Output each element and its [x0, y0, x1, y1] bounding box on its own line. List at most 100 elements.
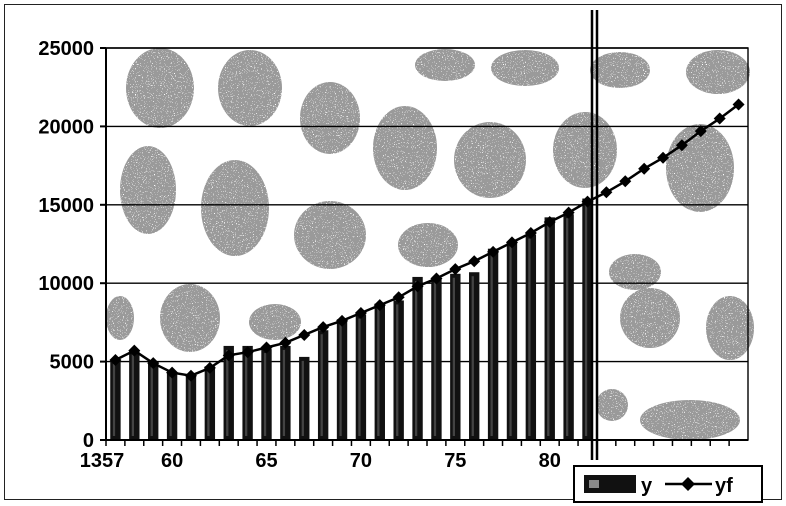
- bar-y: [148, 363, 159, 440]
- background-blotch: [686, 50, 750, 94]
- point-yf: [411, 280, 424, 293]
- background-blotch: [201, 160, 269, 256]
- point-yf: [222, 349, 235, 362]
- bar-y: [261, 349, 272, 440]
- background-blotch: [706, 296, 754, 360]
- bar-y: [393, 300, 404, 440]
- bar-y: [582, 198, 593, 440]
- y-tick-label: 5000: [50, 352, 95, 374]
- point-yf: [317, 321, 330, 334]
- point-yf: [241, 346, 254, 359]
- background-blotch: [294, 201, 366, 269]
- bar-y: [563, 214, 574, 440]
- chart-frame: [4, 4, 782, 500]
- bar-y-highlight: [282, 349, 286, 436]
- background-blotch: [106, 296, 134, 340]
- bar-y-highlight: [112, 364, 116, 436]
- bar-y: [525, 234, 537, 440]
- bar-y: [280, 345, 291, 440]
- background-blotch: [415, 49, 475, 81]
- bar-y: [129, 350, 140, 440]
- y-tick-label: 10000: [38, 273, 94, 295]
- legend-label-yf: yf: [715, 475, 733, 497]
- bar-y: [110, 360, 121, 440]
- y-tick-label: 0: [83, 430, 94, 452]
- background-blotch: [640, 400, 740, 440]
- bar-y: [317, 330, 329, 440]
- point-yf: [505, 236, 518, 249]
- background-blotch: [553, 112, 617, 188]
- point-yf: [543, 216, 556, 229]
- legend: y yf: [573, 465, 763, 503]
- bar-y-highlight: [150, 367, 153, 436]
- bar-y: [450, 273, 461, 440]
- point-yf: [166, 366, 179, 379]
- bar-y-highlight: [471, 276, 474, 436]
- point-yf: [619, 175, 632, 188]
- x-tick-label: 60: [161, 450, 183, 472]
- background-blotch: [666, 124, 734, 212]
- background-blotch: [454, 122, 526, 198]
- point-yf: [675, 139, 688, 152]
- point-yf: [638, 162, 651, 175]
- background-blotch: [596, 389, 628, 421]
- bar-y-highlight: [358, 318, 361, 436]
- bar-y-highlight: [566, 218, 569, 436]
- y-axis-tick-labels: 0 5000 10000 15000 20000 25000: [38, 38, 94, 452]
- background-blotch: [398, 223, 458, 267]
- x-tick-label: 1357: [80, 450, 125, 472]
- bar-y-highlight: [584, 202, 588, 436]
- bar-y-highlight: [226, 349, 229, 436]
- line-series-yf: [109, 98, 745, 382]
- bar-y: [469, 272, 480, 440]
- point-yf: [279, 336, 292, 349]
- background-blotch: [491, 50, 559, 86]
- bar-y-highlight: [245, 349, 248, 436]
- point-yf: [203, 361, 216, 374]
- point-yf: [524, 227, 537, 240]
- bar-y-highlight: [301, 360, 304, 436]
- y-tick-label: 15000: [38, 195, 94, 217]
- bar-y-highlight: [528, 238, 531, 436]
- point-yf: [184, 369, 197, 382]
- bar-y: [544, 217, 555, 440]
- bar-y-highlight: [263, 353, 267, 436]
- point-yf: [147, 357, 160, 370]
- bar-y: [299, 356, 310, 440]
- plot-area-background: [106, 48, 754, 440]
- bar-y: [336, 319, 348, 440]
- point-yf: [562, 206, 575, 219]
- background-blotch: [373, 106, 437, 190]
- x-tick-label: 75: [444, 450, 466, 472]
- point-yf: [732, 98, 745, 111]
- bar-y: [355, 314, 367, 440]
- point-yf: [694, 125, 707, 138]
- background-blotch: [609, 254, 661, 290]
- bar-series-y: [110, 198, 593, 440]
- bar-y: [242, 345, 253, 440]
- x-tick-label: 80: [539, 450, 561, 472]
- background-blotch: [620, 288, 680, 348]
- y-tick-label: 25000: [38, 38, 94, 60]
- background-blotch: [218, 50, 282, 126]
- bar-y-highlight: [490, 252, 493, 436]
- bar-y: [185, 375, 197, 440]
- x-tick-label: 65: [255, 450, 277, 472]
- bar-y-highlight: [452, 277, 456, 436]
- point-yf: [487, 245, 500, 258]
- background-blotch: [249, 304, 301, 340]
- bar-y-highlight: [433, 282, 437, 436]
- background-blotch: [126, 48, 194, 128]
- bar-y-highlight: [131, 354, 135, 436]
- point-yf: [430, 272, 443, 285]
- point-yf: [468, 255, 481, 268]
- legend-swatch-yf-marker: [681, 477, 695, 491]
- bar-y-highlight: [169, 376, 172, 436]
- background-blotch: [120, 146, 176, 234]
- point-yf: [657, 151, 670, 164]
- point-yf: [336, 314, 349, 327]
- bar-y-highlight: [377, 307, 380, 436]
- background-blotch: [160, 284, 220, 352]
- point-yf: [600, 186, 613, 199]
